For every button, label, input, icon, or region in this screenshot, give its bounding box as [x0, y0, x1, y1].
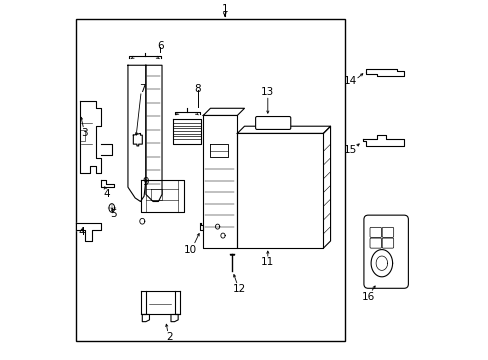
Polygon shape: [80, 101, 101, 173]
Text: 15: 15: [343, 144, 356, 154]
Polygon shape: [203, 116, 237, 248]
Text: 5: 5: [110, 209, 117, 219]
Text: 9: 9: [142, 177, 149, 187]
Text: 11: 11: [261, 257, 274, 267]
Text: 7: 7: [139, 84, 145, 94]
Text: 13: 13: [261, 87, 274, 97]
Text: 2: 2: [165, 332, 172, 342]
FancyBboxPatch shape: [255, 117, 290, 130]
Polygon shape: [145, 65, 162, 202]
Polygon shape: [140, 291, 180, 320]
FancyBboxPatch shape: [382, 238, 393, 248]
Polygon shape: [366, 69, 403, 76]
FancyBboxPatch shape: [369, 238, 381, 248]
Polygon shape: [203, 108, 244, 116]
Polygon shape: [237, 134, 323, 248]
Bar: [76, 19, 344, 341]
Polygon shape: [128, 65, 145, 202]
Text: 3: 3: [81, 129, 88, 138]
FancyBboxPatch shape: [382, 227, 393, 237]
Text: 12: 12: [232, 284, 245, 294]
Text: 4: 4: [103, 189, 109, 199]
Polygon shape: [101, 180, 113, 187]
Text: 10: 10: [184, 245, 197, 255]
FancyBboxPatch shape: [369, 227, 381, 237]
Polygon shape: [76, 223, 101, 241]
Text: 16: 16: [361, 292, 374, 302]
Text: 8: 8: [194, 84, 201, 94]
Polygon shape: [237, 126, 330, 134]
Text: 1: 1: [221, 4, 227, 14]
Text: 6: 6: [157, 41, 163, 50]
Text: 4: 4: [78, 227, 84, 237]
Text: 14: 14: [343, 76, 356, 86]
Polygon shape: [133, 134, 142, 146]
FancyBboxPatch shape: [363, 215, 407, 288]
Polygon shape: [323, 126, 330, 248]
Polygon shape: [172, 119, 201, 144]
Polygon shape: [362, 135, 403, 146]
Polygon shape: [140, 180, 183, 212]
